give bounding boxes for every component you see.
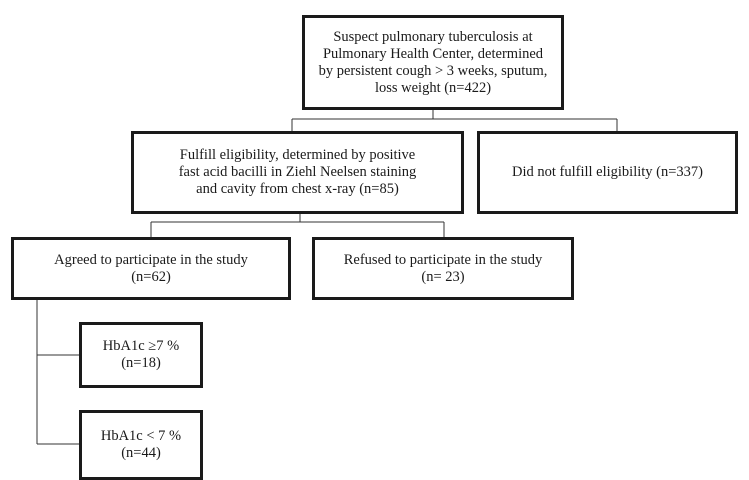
fulfill-line-3: and cavity from chest x-ray (n=85) [196, 181, 399, 197]
hba-high-line-1: HbA1c ≥7 % [102, 338, 180, 354]
hba1c-high-box: HbA1c ≥7 % (n=18) [79, 322, 203, 388]
hba-low-line-1: HbA1c < 7 % [100, 428, 182, 444]
suspect-line-1: Suspect pulmonary tuberculosis at [333, 28, 533, 45]
not-fulfill-line-1: Did not fulfill eligibility (n=337) [511, 164, 704, 180]
refused-participate-box: Refused to participate in the study (n= … [312, 237, 574, 300]
agreed-participate-box: Agreed to participate in the study (n=62… [11, 237, 291, 300]
suspect-line-2: Pulmonary Health Center, determined [322, 45, 544, 62]
refused-line-2: (n= 23) [421, 268, 465, 285]
agreed-line-1: Agreed to participate in the study [54, 251, 248, 268]
fulfill-line-2: fast acid bacilli in Ziehl Neelsen stain… [178, 164, 417, 180]
hba-high-line-2: (n=18) [121, 355, 161, 371]
hba1c-low-box: HbA1c < 7 % (n=44) [79, 410, 203, 480]
fulfill-eligibility-box: Fulfill eligibility, determined by posit… [131, 131, 464, 214]
refused-line-1: Refused to participate in the study [343, 251, 543, 268]
hba-low-line-2: (n=44) [121, 445, 161, 461]
suspect-tb-box: Suspect pulmonary tuberculosis at Pulmon… [302, 15, 564, 110]
flowchart: Suspect pulmonary tuberculosis at Pulmon… [11, 15, 738, 480]
connectors [36, 110, 618, 445]
suspect-line-4: loss weight (n=422) [374, 79, 492, 96]
agreed-line-2: (n=62) [131, 268, 171, 285]
suspect-line-3: by persistent cough > 3 weeks, sputum, [318, 62, 548, 79]
not-fulfill-eligibility-box: Did not fulfill eligibility (n=337) [477, 131, 738, 214]
fulfill-line-1: Fulfill eligibility, determined by posit… [179, 147, 416, 163]
